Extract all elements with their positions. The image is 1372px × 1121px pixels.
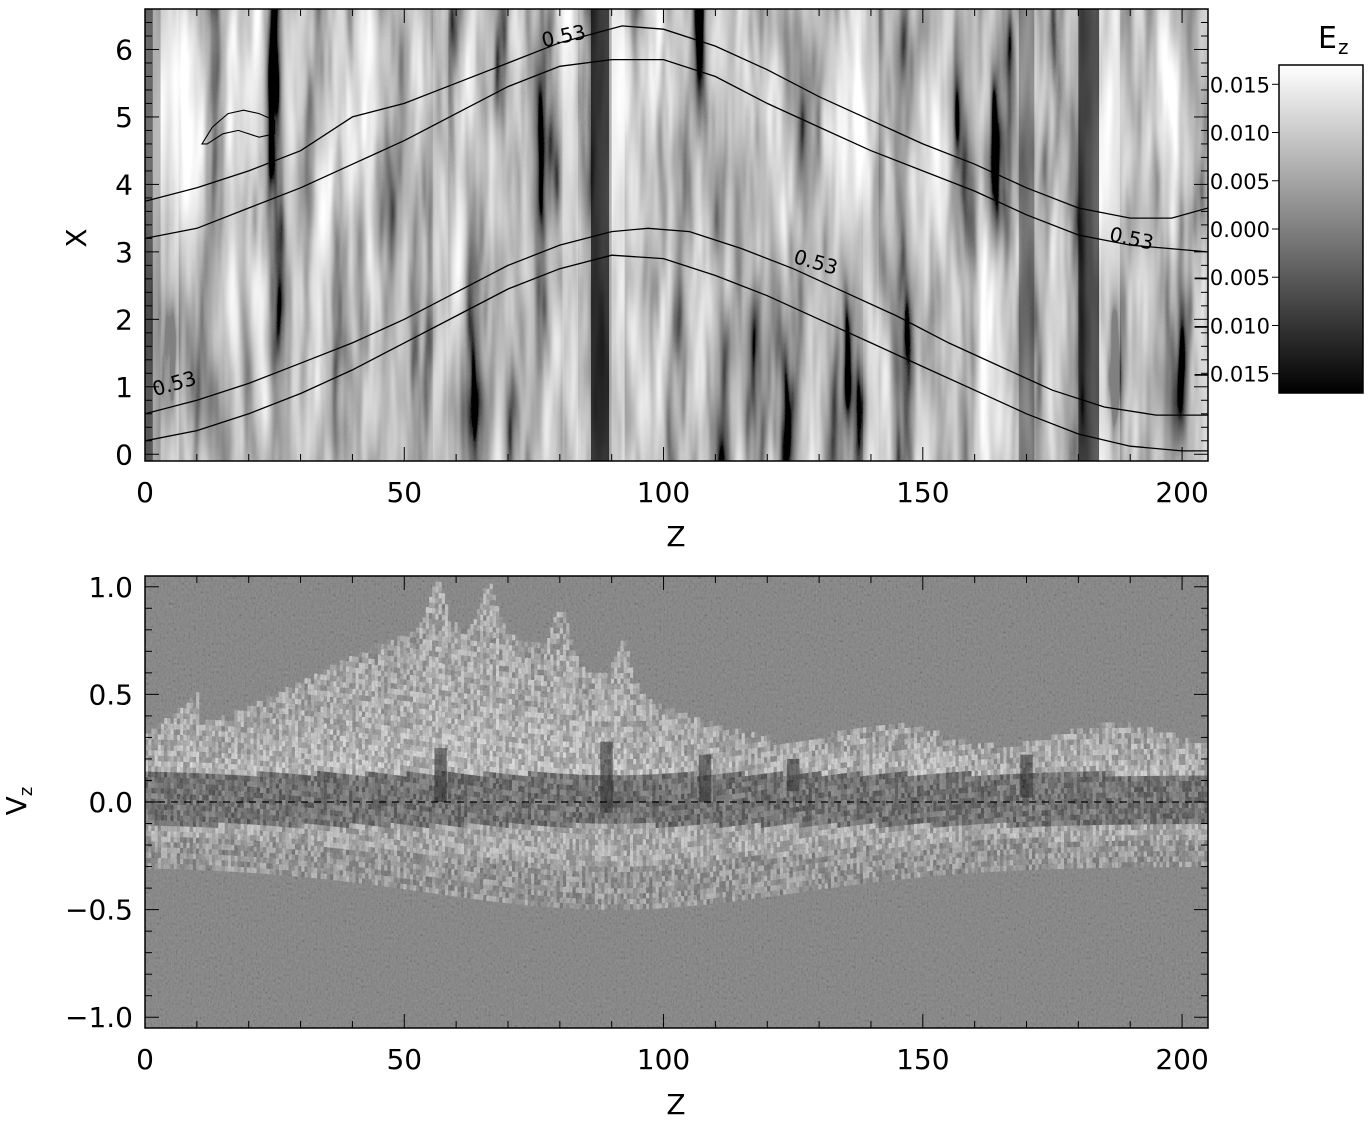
ez-band: [1078, 9, 1100, 461]
colorbar-title-subscript: z: [1338, 35, 1349, 59]
ez-ytick-label: 2: [115, 303, 133, 336]
ez-xtick-label: 0: [136, 476, 154, 509]
ez-xtick-label: 100: [637, 476, 690, 509]
ez-contour-line: [145, 227, 1208, 416]
colorbar-tick-label: 0.010: [1210, 122, 1270, 146]
ez-band: [1099, 9, 1120, 461]
ez-ytick-label: 1: [115, 371, 133, 404]
ez-ytick-label: 4: [115, 168, 133, 201]
colorbar-ticks: 0.015 0.010 0.005 0.000 −0.005 −0.010 −0.015: [1192, 73, 1279, 387]
colorbar-title: Ez: [1318, 21, 1348, 59]
ez-ytick-label: 3: [115, 236, 133, 269]
ez-band: [590, 9, 612, 461]
ez-heatmap-texture: [145, 9, 1208, 461]
ez-xtick-label: 200: [1155, 476, 1208, 509]
ez-contour-line: [145, 25, 1208, 219]
ez-small-contour: [201, 109, 276, 145]
ez-contours: [145, 25, 1208, 452]
ez-ytick-label: 0: [115, 438, 133, 471]
colorbar-tick-label: 0.015: [1210, 73, 1270, 97]
colorbar-tick-label: −0.010: [1192, 314, 1270, 338]
ez-y-axis-label: X: [60, 228, 93, 247]
ez-x-axis-label: Z: [666, 520, 685, 553]
colorbar-gradient: [1279, 65, 1363, 393]
ez-plot-frame: [144, 8, 1209, 462]
colorbar-tick-label: 0.000: [1210, 218, 1270, 242]
colorbar-tick-label: −0.015: [1192, 363, 1270, 387]
ez-ytick-label: 6: [115, 33, 133, 66]
ez-axes: 0 50 100 150 200 0 1 2 3 4 5 6: [115, 9, 1209, 509]
ez-feature-bands: [145, 9, 1120, 461]
ez-xtick-label: 150: [896, 476, 949, 509]
ez-band: [432, 9, 449, 461]
colorbar-tick-label: −0.005: [1192, 266, 1270, 290]
ez-band: [863, 9, 879, 461]
colorbar-tick-label: 0.005: [1210, 170, 1270, 194]
ez-band: [1018, 9, 1035, 461]
ez-contour-line: [145, 58, 1208, 253]
ez-ytick-label: 5: [115, 101, 133, 134]
ez-contour-line: [145, 254, 1208, 452]
ez-band: [609, 9, 625, 461]
ez-band: [562, 9, 578, 461]
colorbar-title-main: E: [1318, 21, 1337, 56]
ez-xtick-label: 50: [386, 476, 422, 509]
ez-colorbar: 0.015 0.010 0.005 0.000 −0.005 −0.010 −0.015 E…: [1192, 21, 1364, 394]
